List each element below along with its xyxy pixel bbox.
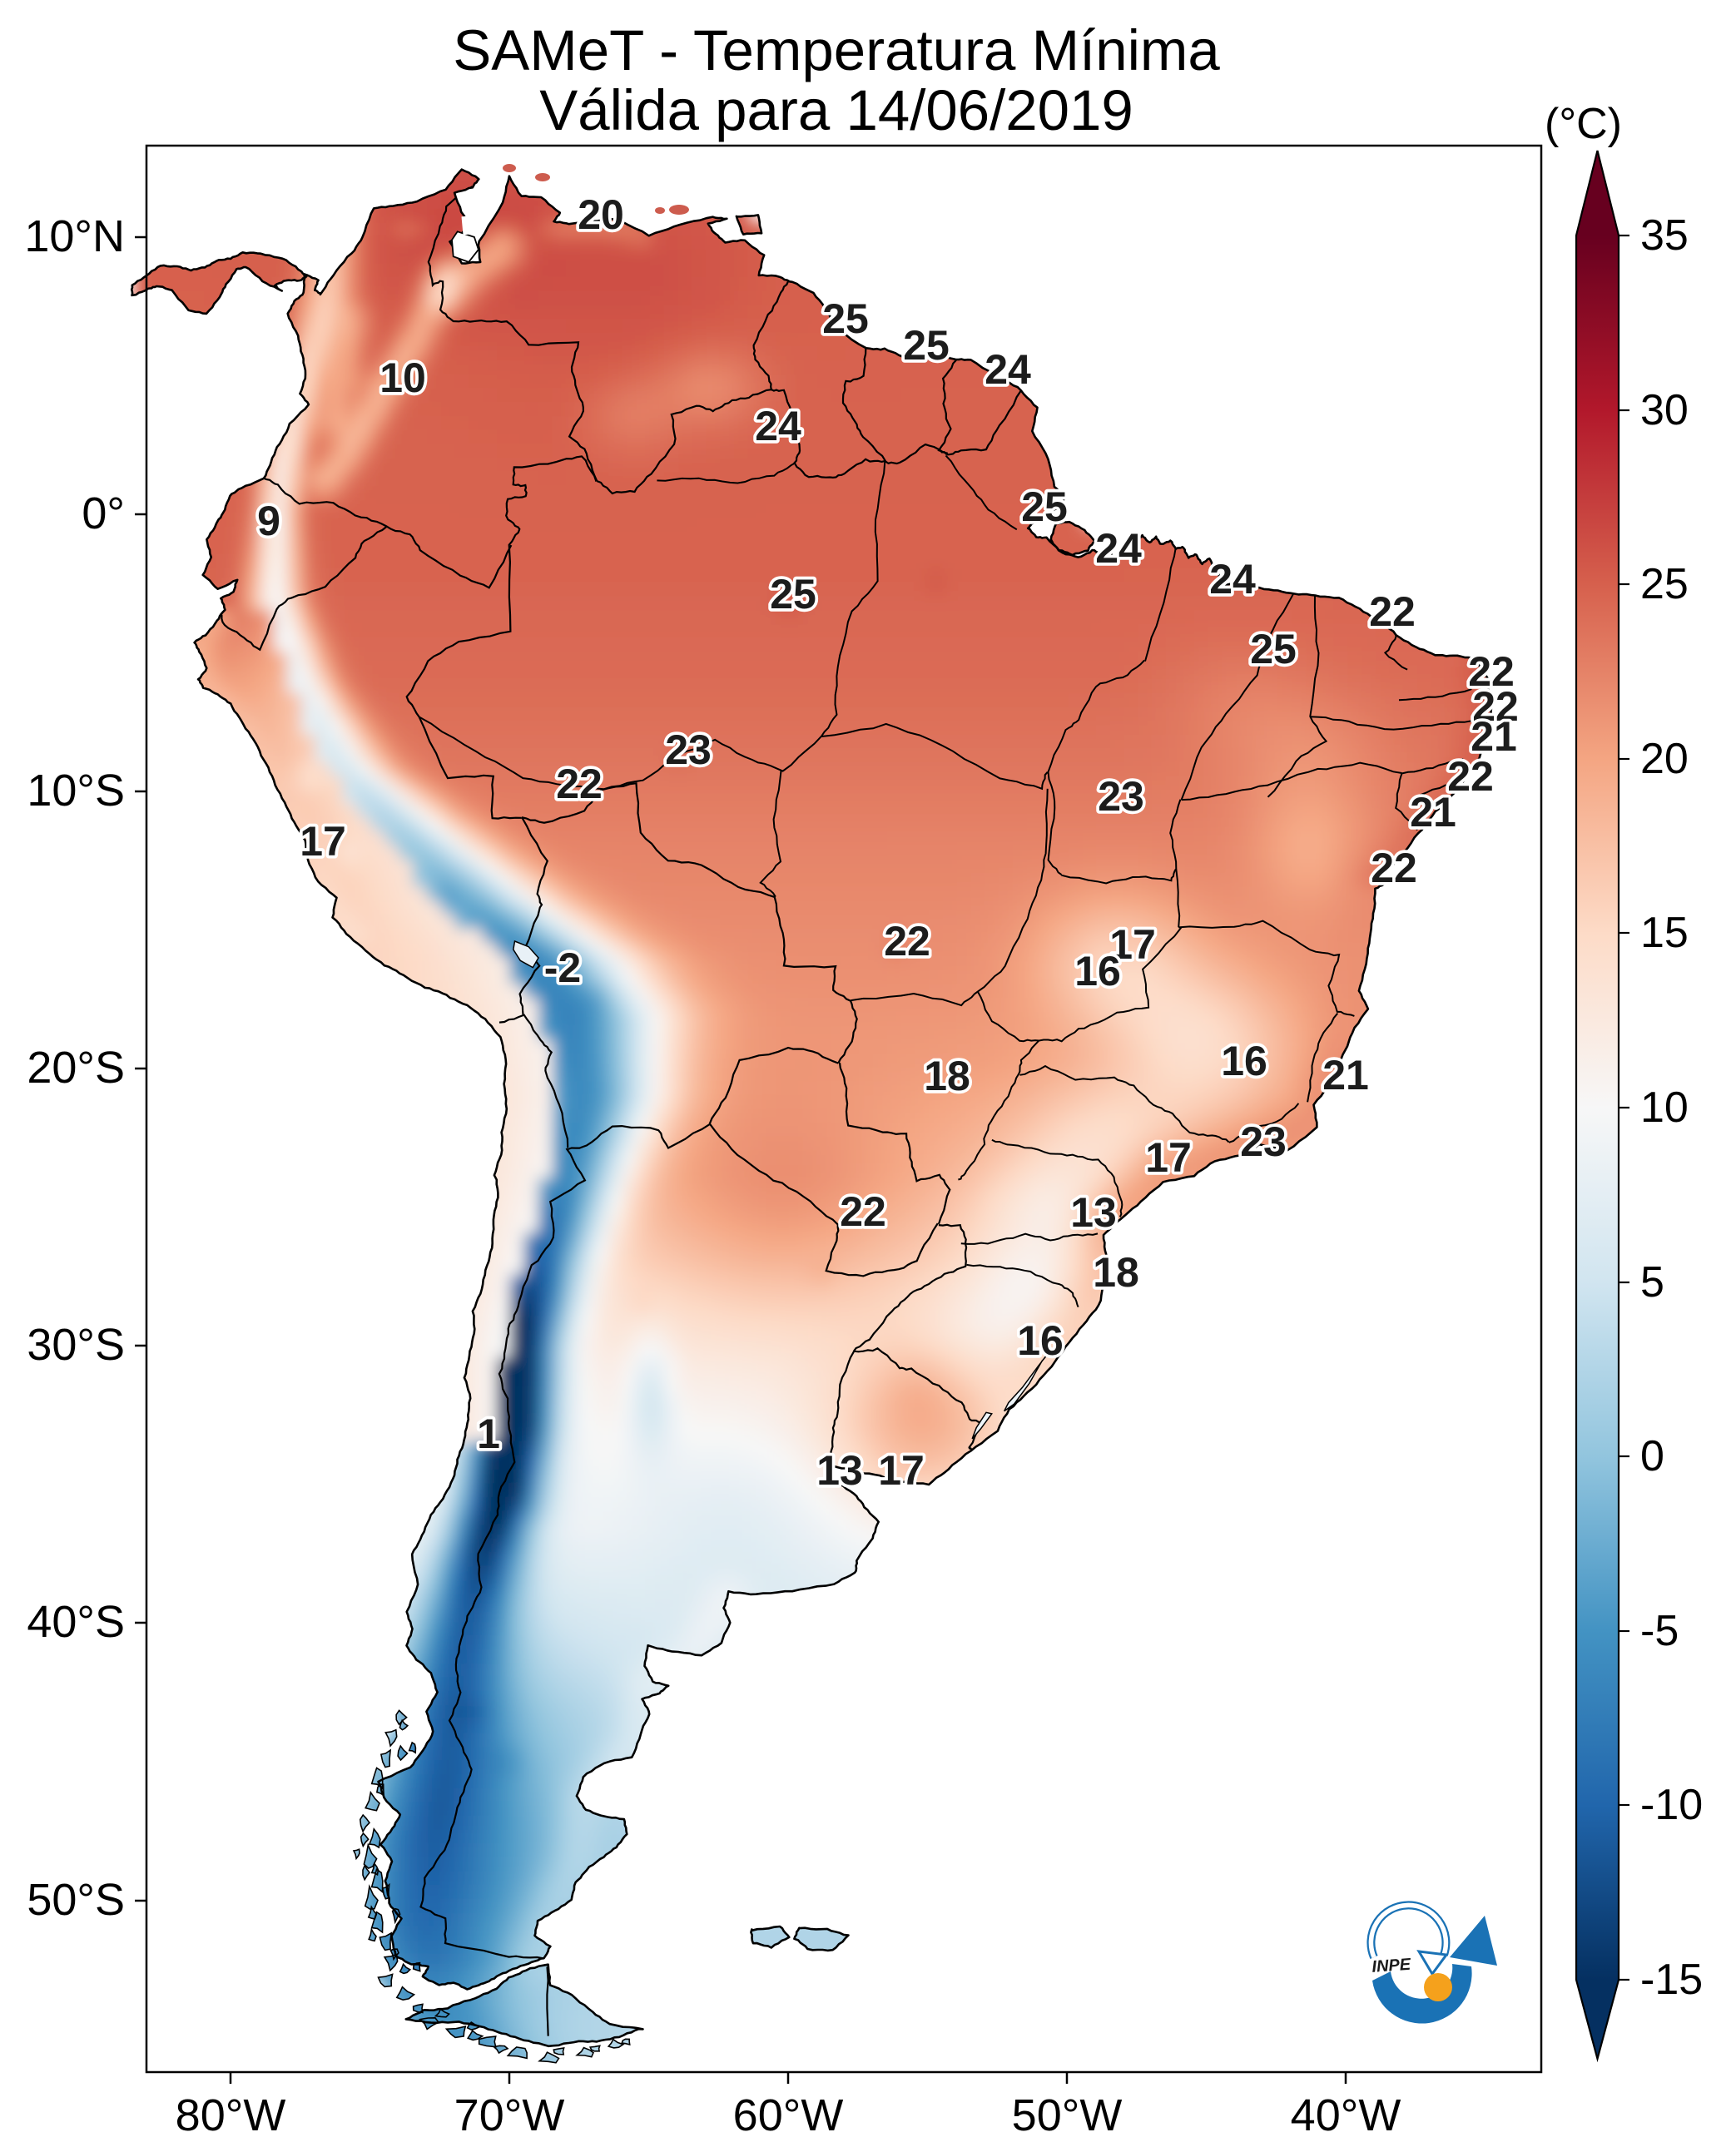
- svg-text:22: 22: [1472, 683, 1519, 730]
- svg-text:-2: -2: [544, 945, 581, 991]
- svg-text:16: 16: [1074, 948, 1121, 994]
- svg-text:24: 24: [1209, 556, 1256, 602]
- svg-text:25: 25: [1250, 626, 1297, 672]
- svg-text:25: 25: [903, 322, 950, 369]
- svg-text:25: 25: [822, 295, 869, 342]
- svg-text:22: 22: [1371, 845, 1417, 891]
- svg-text:24: 24: [755, 403, 801, 449]
- svg-text:24: 24: [1095, 525, 1142, 572]
- svg-text:20: 20: [578, 191, 624, 238]
- svg-text:21: 21: [1410, 789, 1456, 836]
- svg-text:22: 22: [884, 918, 930, 964]
- svg-text:SAMeT - Temperatura Mínima: SAMeT - Temperatura Mínima: [453, 18, 1220, 82]
- svg-text:10: 10: [379, 355, 426, 401]
- svg-text:23: 23: [1098, 773, 1144, 820]
- svg-text:Válida para 14/06/2019: Válida para 14/06/2019: [539, 78, 1133, 142]
- svg-text:25: 25: [1021, 483, 1068, 530]
- svg-text:24: 24: [985, 346, 1031, 393]
- svg-text:25: 25: [770, 571, 816, 617]
- svg-text:22: 22: [1468, 648, 1515, 695]
- svg-text:9: 9: [257, 498, 280, 544]
- svg-text:21: 21: [1471, 713, 1517, 760]
- svg-text:22: 22: [1447, 753, 1494, 800]
- svg-text:17: 17: [300, 818, 346, 865]
- svg-text:23: 23: [665, 726, 712, 773]
- svg-text:22: 22: [1369, 588, 1416, 635]
- svg-text:17: 17: [1109, 921, 1156, 968]
- svg-text:22: 22: [556, 761, 603, 807]
